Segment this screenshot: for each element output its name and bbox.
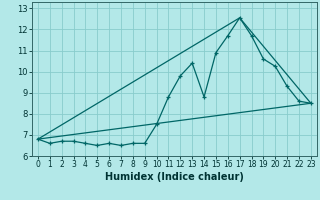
X-axis label: Humidex (Indice chaleur): Humidex (Indice chaleur) <box>105 172 244 182</box>
